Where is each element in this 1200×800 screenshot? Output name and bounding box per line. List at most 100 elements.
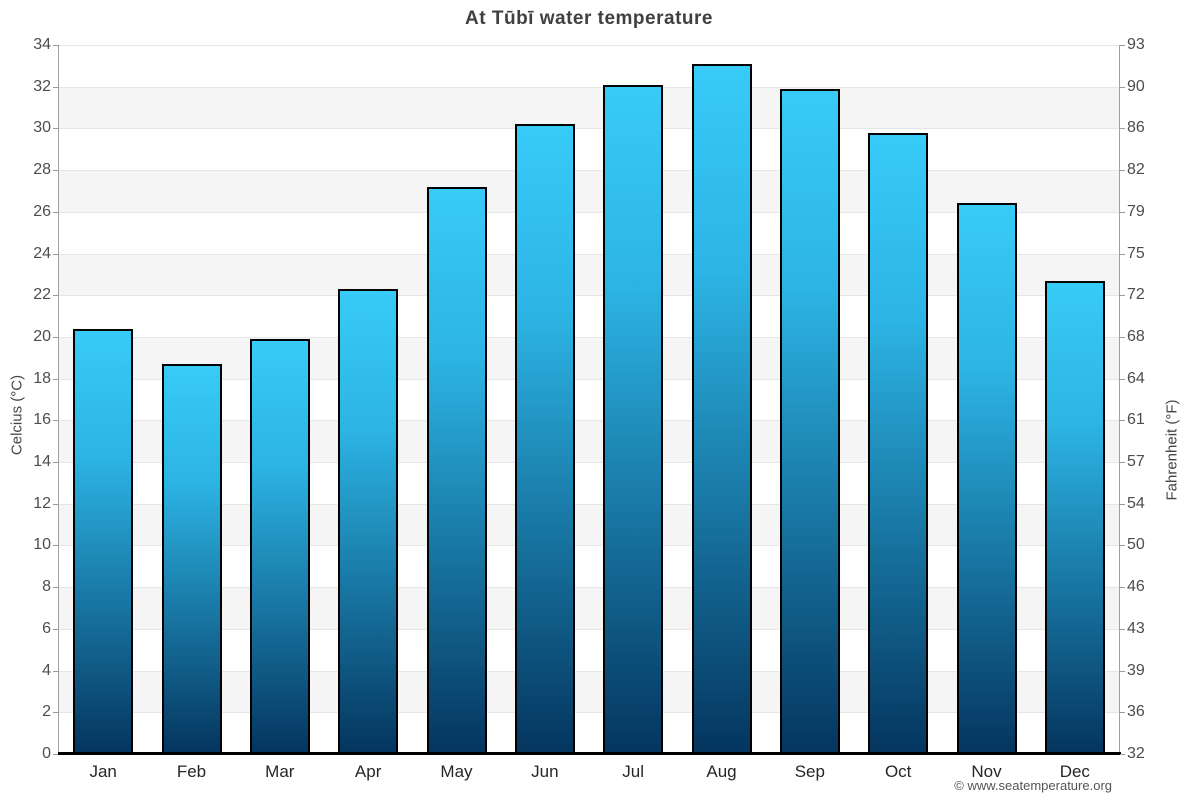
gridline	[59, 128, 1119, 130]
tick-mark-right	[1120, 211, 1125, 213]
x-tick-label-mar: Mar	[265, 762, 295, 781]
y-tick-label-celsius: 4	[42, 661, 51, 679]
grid-band	[59, 587, 1119, 629]
grid-band	[59, 378, 1119, 421]
y-tick-label-celsius: 20	[33, 327, 51, 345]
grid-band	[59, 128, 1119, 171]
bar-feb	[161, 364, 222, 754]
tick-mark-right	[1120, 587, 1125, 589]
y-tick-label-fahrenheit: 50	[1127, 536, 1145, 554]
y-tick-label-celsius: 28	[33, 161, 51, 179]
right-axis-line	[1119, 45, 1120, 754]
grid-band	[59, 420, 1119, 463]
y-tick-label-celsius: 0	[42, 745, 51, 762]
tick-mark-left	[53, 712, 58, 714]
y-tick-label-celsius: 30	[33, 119, 51, 137]
bar-jan	[73, 328, 134, 754]
y-tick-label-fahrenheit: 75	[1127, 244, 1145, 262]
tick-mark-left	[53, 587, 58, 589]
y-tick-label-celsius: 8	[42, 578, 51, 596]
gridline	[59, 211, 1119, 213]
y-tick-label-fahrenheit: 32	[1127, 745, 1145, 762]
tick-mark-right	[1120, 295, 1125, 297]
gridline	[59, 628, 1119, 630]
bar-aug	[691, 63, 752, 754]
tick-mark-right	[1120, 628, 1125, 630]
gridline	[59, 712, 1119, 714]
y-tick-label-fahrenheit: 36	[1127, 703, 1145, 721]
bar-oct	[868, 132, 929, 754]
tick-mark-left	[53, 670, 58, 672]
tick-mark-right	[1120, 128, 1125, 130]
tick-mark-right	[1120, 253, 1125, 255]
x-tick-label-aug: Aug	[706, 762, 737, 781]
gridline	[59, 45, 1119, 46]
tick-mark-left	[53, 628, 58, 630]
tick-mark-left	[53, 545, 58, 547]
tick-mark-left	[53, 378, 58, 380]
x-tick-label-jul: Jul	[622, 762, 645, 781]
grid-band	[59, 211, 1119, 254]
gridline	[59, 587, 1119, 589]
y-tick-label-fahrenheit: 82	[1127, 161, 1145, 179]
tick-mark-right	[1120, 86, 1125, 88]
y-axis-title-fahrenheit: Fahrenheit (°F)	[1163, 399, 1181, 501]
x-tick-label-apr: Apr	[354, 762, 382, 781]
y-tick-label-celsius: 32	[33, 77, 51, 95]
y-tick-label-fahrenheit: 54	[1127, 494, 1145, 512]
bar-jun	[514, 124, 575, 754]
grid-band	[59, 628, 1119, 671]
tick-mark-right	[1120, 712, 1125, 714]
tick-mark-right	[1120, 462, 1125, 464]
y-tick-label-fahrenheit: 86	[1127, 119, 1145, 137]
gridline	[59, 503, 1119, 505]
grid-band	[59, 253, 1119, 296]
grid-band	[59, 712, 1119, 754]
grid-band	[59, 670, 1119, 713]
gridline	[59, 420, 1119, 422]
tick-mark-left	[53, 754, 58, 755]
y-tick-label-celsius: 16	[33, 411, 51, 429]
tick-mark-left	[53, 336, 58, 338]
tick-mark-left	[53, 295, 58, 297]
plot-area	[59, 45, 1119, 754]
y-tick-label-fahrenheit: 90	[1127, 77, 1145, 95]
bar-may	[426, 186, 487, 754]
tick-mark-right	[1120, 545, 1125, 547]
tick-mark-left	[53, 253, 58, 255]
tick-mark-left	[53, 45, 58, 46]
y-tick-label-celsius: 14	[33, 453, 51, 471]
gridline	[59, 86, 1119, 88]
y-tick-label-celsius: 26	[33, 202, 51, 220]
tick-mark-right	[1120, 336, 1125, 338]
tick-mark-right	[1120, 378, 1125, 380]
gridline	[59, 253, 1119, 255]
bar-mar	[249, 339, 310, 754]
grid-band	[59, 295, 1119, 337]
tick-mark-left	[53, 86, 58, 88]
bar-sep	[779, 88, 840, 754]
tick-mark-right	[1120, 420, 1125, 422]
gridline	[59, 462, 1119, 464]
x-tick-label-oct: Oct	[884, 762, 912, 781]
tick-mark-right	[1120, 45, 1125, 46]
y-tick-label-fahrenheit: 64	[1127, 369, 1145, 387]
bar-nov	[956, 203, 1017, 754]
gridline	[59, 170, 1119, 172]
gridline	[59, 378, 1119, 380]
x-tick-label-may: May	[440, 762, 473, 781]
tick-mark-left	[53, 211, 58, 213]
bar-jul	[603, 84, 664, 754]
gridline	[59, 670, 1119, 672]
y-tick-label-celsius: 12	[33, 494, 51, 512]
bar-apr	[338, 288, 399, 754]
x-tick-label-dec: Dec	[1059, 762, 1090, 781]
copyright-text: © www.seatemperature.org	[954, 778, 1112, 793]
x-tick-label-jan: Jan	[89, 762, 117, 781]
y-tick-label-fahrenheit: 61	[1127, 411, 1145, 429]
grid-band	[59, 503, 1119, 546]
y-tick-label-fahrenheit: 93	[1127, 36, 1145, 53]
tick-mark-right	[1120, 503, 1125, 505]
gridline	[59, 336, 1119, 338]
y-tick-label-fahrenheit: 79	[1127, 202, 1145, 220]
